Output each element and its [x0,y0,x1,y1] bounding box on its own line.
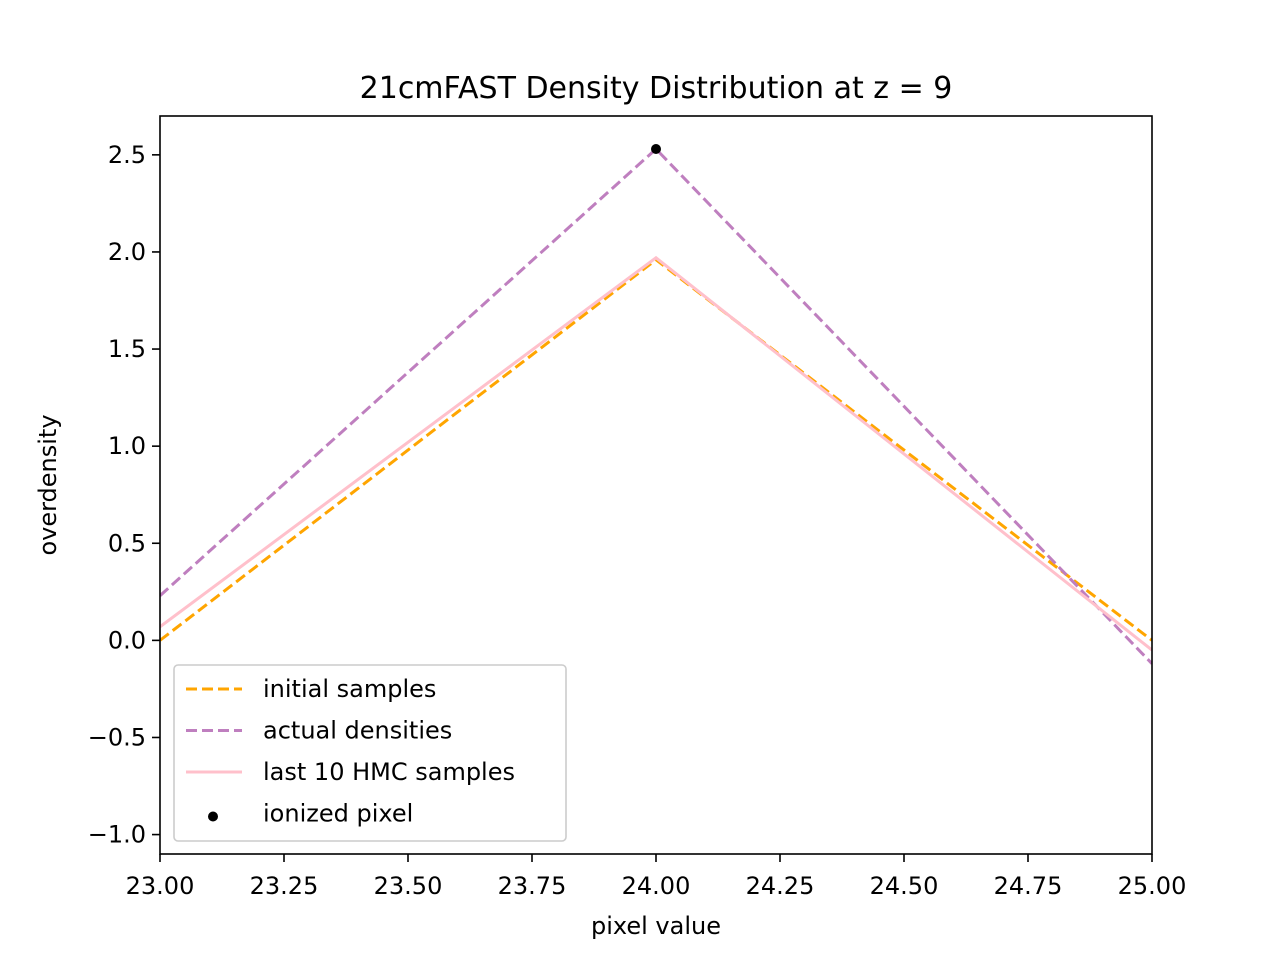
legend-label: actual densities [263,717,452,745]
x-tick-label: 23.75 [498,872,567,900]
y-tick-label: 1.5 [108,335,146,363]
chart-title: 21cmFAST Density Distribution at z = 9 [360,71,953,106]
x-tick-label: 24.25 [746,872,815,900]
series-line-last-10-hmc-samples [160,255,1152,652]
series-line-initial-samples [160,257,1152,642]
series-line-actual-densities [160,146,1152,665]
x-axis-label: pixel value [591,912,721,940]
y-axis-label: overdensity [34,414,62,555]
y-tick-label: 0.0 [108,626,146,654]
ionized-pixel-point [651,144,661,155]
plot-points [651,144,661,155]
legend-label: ionized pixel [263,800,413,828]
y-tick-label: −1.0 [88,821,146,849]
x-tick-label: 24.50 [870,872,939,900]
legend: initial samples actual densities last 10 H… [173,664,567,842]
legend-box [173,664,567,842]
y-axis: −1.0 −0.5 0.0 0.5 1.0 1.5 2.0 2.5 [88,141,160,849]
y-tick-label: 0.5 [108,529,146,557]
y-tick-label: −0.5 [88,723,146,751]
x-axis: 23.00 23.25 23.50 23.75 24.00 24.25 24.50 24.75… [126,854,1187,900]
x-tick-label: 23.25 [250,872,319,900]
legend-label: last 10 HMC samples [263,758,515,786]
legend-swatch [208,811,218,822]
y-tick-label: 1.0 [108,432,146,460]
y-tick-label: 2.5 [108,141,146,169]
plot-lines [160,146,1152,665]
legend-label: initial samples [263,675,436,703]
x-tick-label: 23.00 [126,872,195,900]
x-tick-label: 24.75 [994,872,1063,900]
x-tick-label: 24.00 [622,872,691,900]
x-tick-label: 23.50 [374,872,443,900]
y-tick-label: 2.0 [108,238,146,266]
x-tick-label: 25.00 [1118,872,1187,900]
